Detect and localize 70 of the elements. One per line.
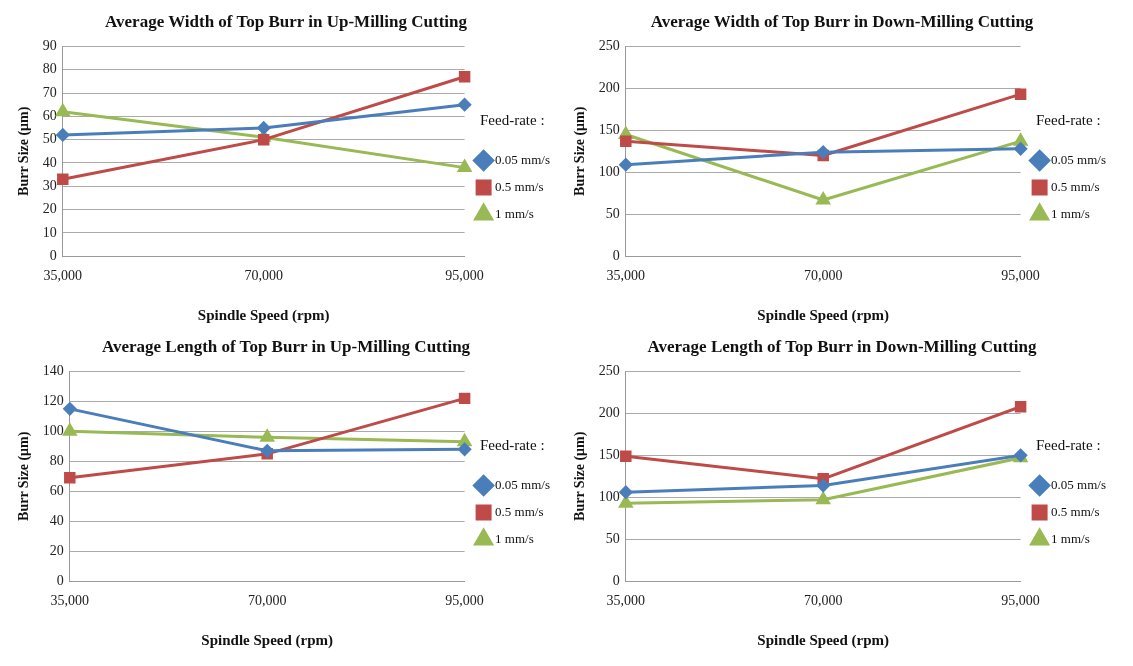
- y-tick-label: 150: [598, 446, 620, 462]
- chart-title: Average Width of Top Burr in Up-Milling Cutting: [105, 11, 468, 31]
- x-tick-label: 95,000: [445, 268, 484, 284]
- y-tick-label: 90: [42, 38, 57, 54]
- x-axis-title: Spindle Speed (rpm): [757, 306, 890, 324]
- y-tick-label: 100: [598, 163, 620, 179]
- y-tick-label: 200: [598, 405, 620, 421]
- y-tick-label: 0: [612, 572, 620, 588]
- y-tick-label: 50: [605, 205, 620, 221]
- legend-label: 0.5 mm/s: [1051, 178, 1100, 194]
- legend-title: Feed-rate :: [480, 437, 545, 454]
- legend-title: Feed-rate :: [480, 112, 545, 129]
- y-tick-label: 250: [598, 363, 620, 379]
- x-tick-label: 35,000: [606, 268, 646, 284]
- y-tick-label: 80: [42, 61, 57, 77]
- x-tick-label: 70,000: [803, 268, 843, 284]
- chart-title: Average Length of Top Burr in Up-Milling Cutting: [101, 336, 471, 356]
- legend-label: 0.05 mm/s: [495, 476, 551, 492]
- x-tick-label: 35,000: [50, 593, 90, 609]
- legend-label: 0.05 mm/s: [495, 151, 551, 167]
- x-tick-label: 95,000: [1001, 268, 1040, 284]
- chart-title: Average Width of Top Burr in Down-Milling Cutting: [650, 11, 1034, 31]
- legend-label: 1 mm/s: [495, 205, 534, 221]
- legend-label: 0.5 mm/s: [1051, 503, 1100, 519]
- y-tick-label: 40: [42, 154, 57, 170]
- y-tick-label: 120: [42, 393, 64, 409]
- x-tick-label: 95,000: [445, 593, 484, 609]
- y-tick-label: 20: [42, 201, 57, 217]
- y-axis-title: Burr Size (μm): [16, 106, 33, 196]
- y-tick-label: 0: [612, 247, 620, 263]
- y-tick-label: 50: [605, 530, 620, 546]
- y-tick-label: 250: [598, 38, 620, 54]
- legend-label: 0.5 mm/s: [495, 178, 544, 194]
- y-tick-label: 50: [42, 131, 57, 147]
- y-tick-label: 20: [49, 542, 64, 558]
- y-tick-label: 0: [49, 247, 57, 263]
- chart-title: Average Length of Top Burr in Down-Milling Cutting: [647, 336, 1037, 356]
- y-tick-label: 80: [49, 452, 64, 468]
- y-tick-label: 60: [42, 108, 57, 124]
- y-tick-label: 150: [598, 121, 620, 137]
- y-tick-label: 60: [49, 482, 64, 498]
- legend-title: Feed-rate :: [1036, 112, 1101, 129]
- y-tick-label: 0: [56, 572, 64, 588]
- legend-label: 0.5 mm/s: [495, 503, 544, 519]
- y-tick-label: 30: [42, 177, 57, 193]
- y-tick-label: 40: [49, 512, 64, 528]
- legend-label: 1 mm/s: [495, 530, 534, 546]
- legend-label: 1 mm/s: [1051, 205, 1090, 221]
- y-tick-label: 70: [42, 84, 57, 100]
- x-tick-label: 35,000: [606, 593, 646, 609]
- y-axis-title: Burr Size (μm): [572, 106, 589, 196]
- y-tick-label: 200: [598, 80, 620, 96]
- x-axis-title: Spindle Speed (rpm): [757, 631, 890, 649]
- y-tick-label: 140: [42, 363, 64, 379]
- x-tick-label: 70,000: [247, 593, 287, 609]
- x-tick-label: 35,000: [43, 268, 83, 284]
- x-tick-label: 70,000: [244, 268, 283, 284]
- legend-label: 1 mm/s: [1051, 530, 1090, 546]
- x-axis-title: Spindle Speed (rpm): [197, 306, 330, 324]
- x-tick-label: 70,000: [803, 593, 843, 609]
- y-tick-label: 100: [42, 423, 64, 439]
- legend-label: 0.05 mm/s: [1051, 151, 1107, 167]
- x-axis-title: Spindle Speed (rpm): [201, 631, 334, 649]
- legend-title: Feed-rate :: [1036, 437, 1101, 454]
- y-axis-title: Burr Size (μm): [572, 431, 589, 521]
- y-tick-label: 100: [598, 488, 620, 504]
- x-tick-label: 95,000: [1001, 593, 1040, 609]
- y-tick-label: 10: [42, 224, 57, 240]
- legend-label: 0.05 mm/s: [1051, 476, 1107, 492]
- y-axis-title: Burr Size (μm): [16, 431, 33, 521]
